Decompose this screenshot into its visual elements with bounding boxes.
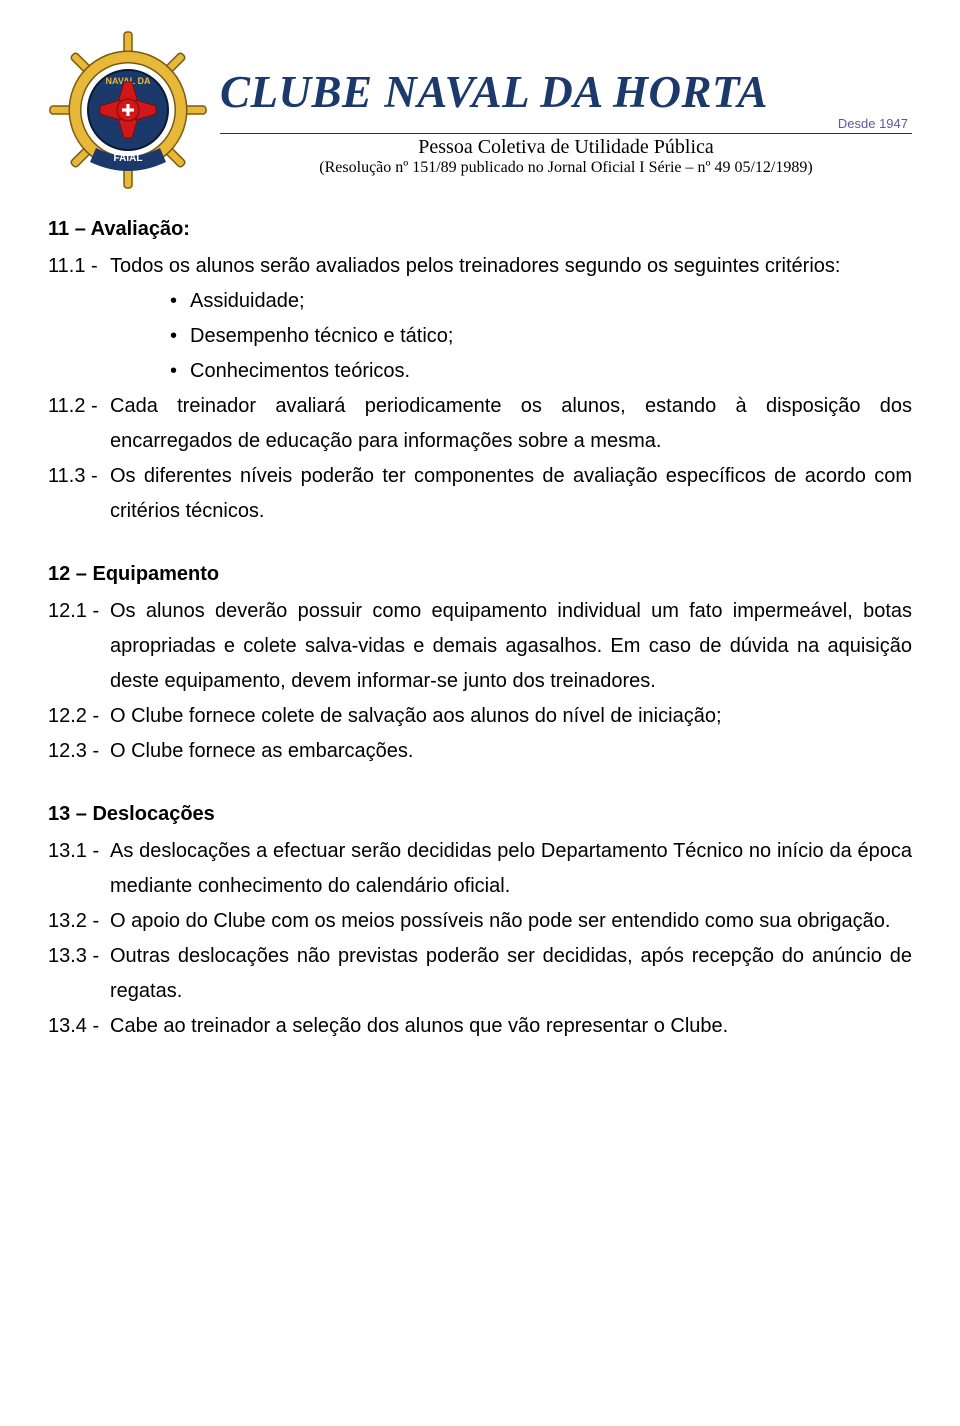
- ships-wheel-icon: NAVAL DA FAIAL: [48, 30, 208, 190]
- item-text: Outras deslocações não previstas poderão…: [110, 939, 912, 1009]
- item-number: 12.3 -: [48, 734, 110, 769]
- item-12-1: 12.1 - Os alunos deverão possuir como eq…: [48, 594, 912, 699]
- club-logo: NAVAL DA FAIAL: [48, 30, 208, 190]
- list-item: •Conhecimentos teóricos.: [170, 354, 912, 389]
- item-11-2: 11.2 - Cada treinador avaliará periodica…: [48, 389, 912, 459]
- since-year: Desde 1947: [220, 116, 912, 131]
- item-13-2: 13.2 - O apoio do Clube com os meios pos…: [48, 904, 912, 939]
- subheader: Pessoa Coletiva de Utilidade Pública (Re…: [220, 136, 912, 177]
- bullet-text: Assiduidade;: [190, 284, 912, 319]
- item-text: O apoio do Clube com os meios possíveis …: [110, 904, 912, 939]
- logo-ribbon-text: FAIAL: [114, 153, 143, 164]
- subheader-line-2: (Resolução nº 151/89 publicado no Jornal…: [220, 159, 912, 177]
- item-text: As deslocações a efectuar serão decidida…: [110, 834, 912, 904]
- list-item: •Assiduidade;: [170, 284, 912, 319]
- item-number: 12.1 -: [48, 594, 110, 699]
- bullet-icon: •: [170, 284, 190, 319]
- list-item: •Desempenho técnico e tático;: [170, 319, 912, 354]
- item-number: 13.2 -: [48, 904, 110, 939]
- subheader-line-1: Pessoa Coletiva de Utilidade Pública: [220, 136, 912, 159]
- item-11-1: 11.1 - Todos os alunos serão avaliados p…: [48, 249, 912, 284]
- item-11-3: 11.3 - Os diferentes níveis poderão ter …: [48, 459, 912, 529]
- item-number: 11.3 -: [48, 459, 110, 529]
- bullet-text: Conhecimentos teóricos.: [190, 354, 912, 389]
- bullet-icon: •: [170, 319, 190, 354]
- section-12-title: 12 – Equipamento: [48, 557, 912, 592]
- document-body: 11 – Avaliação: 11.1 - Todos os alunos s…: [48, 212, 912, 1044]
- item-number: 11.2 -: [48, 389, 110, 459]
- criteria-list: •Assiduidade; •Desempenho técnico e táti…: [48, 284, 912, 389]
- item-13-3: 13.3 - Outras deslocações não previstas …: [48, 939, 912, 1009]
- bullet-icon: •: [170, 354, 190, 389]
- item-13-1: 13.1 - As deslocações a efectuar serão d…: [48, 834, 912, 904]
- letterhead: NAVAL DA FAIAL: [48, 30, 912, 190]
- item-text: Todos os alunos serão avaliados pelos tr…: [110, 249, 912, 284]
- item-number: 13.4 -: [48, 1009, 110, 1044]
- item-13-4: 13.4 - Cabe ao treinador a seleção dos a…: [48, 1009, 912, 1044]
- item-number: 11.1 -: [48, 249, 110, 284]
- item-12-3: 12.3 - O Clube fornece as embarcações.: [48, 734, 912, 769]
- item-text: Os diferentes níveis poderão ter compone…: [110, 459, 912, 529]
- club-title: CLUBE NAVAL DA HORTA: [220, 66, 912, 118]
- section-13-title: 13 – Deslocações: [48, 797, 912, 832]
- item-text: O Clube fornece as embarcações.: [110, 734, 912, 769]
- bullet-text: Desempenho técnico e tático;: [190, 319, 912, 354]
- document-page: NAVAL DA FAIAL: [0, 0, 960, 1084]
- header-rule: [220, 133, 912, 134]
- item-text: Cabe ao treinador a seleção dos alunos q…: [110, 1009, 912, 1044]
- item-text: O Clube fornece colete de salvação aos a…: [110, 699, 912, 734]
- item-number: 13.1 -: [48, 834, 110, 904]
- item-text: Cada treinador avaliará periodicamente o…: [110, 389, 912, 459]
- item-number: 12.2 -: [48, 699, 110, 734]
- item-text: Os alunos deverão possuir como equipamen…: [110, 594, 912, 699]
- section-11-title: 11 – Avaliação:: [48, 212, 912, 247]
- item-number: 13.3 -: [48, 939, 110, 1009]
- item-12-2: 12.2 - O Clube fornece colete de salvaçã…: [48, 699, 912, 734]
- header-row: NAVAL DA FAIAL: [48, 30, 912, 190]
- title-block: CLUBE NAVAL DA HORTA Desde 1947 Pessoa C…: [220, 30, 912, 177]
